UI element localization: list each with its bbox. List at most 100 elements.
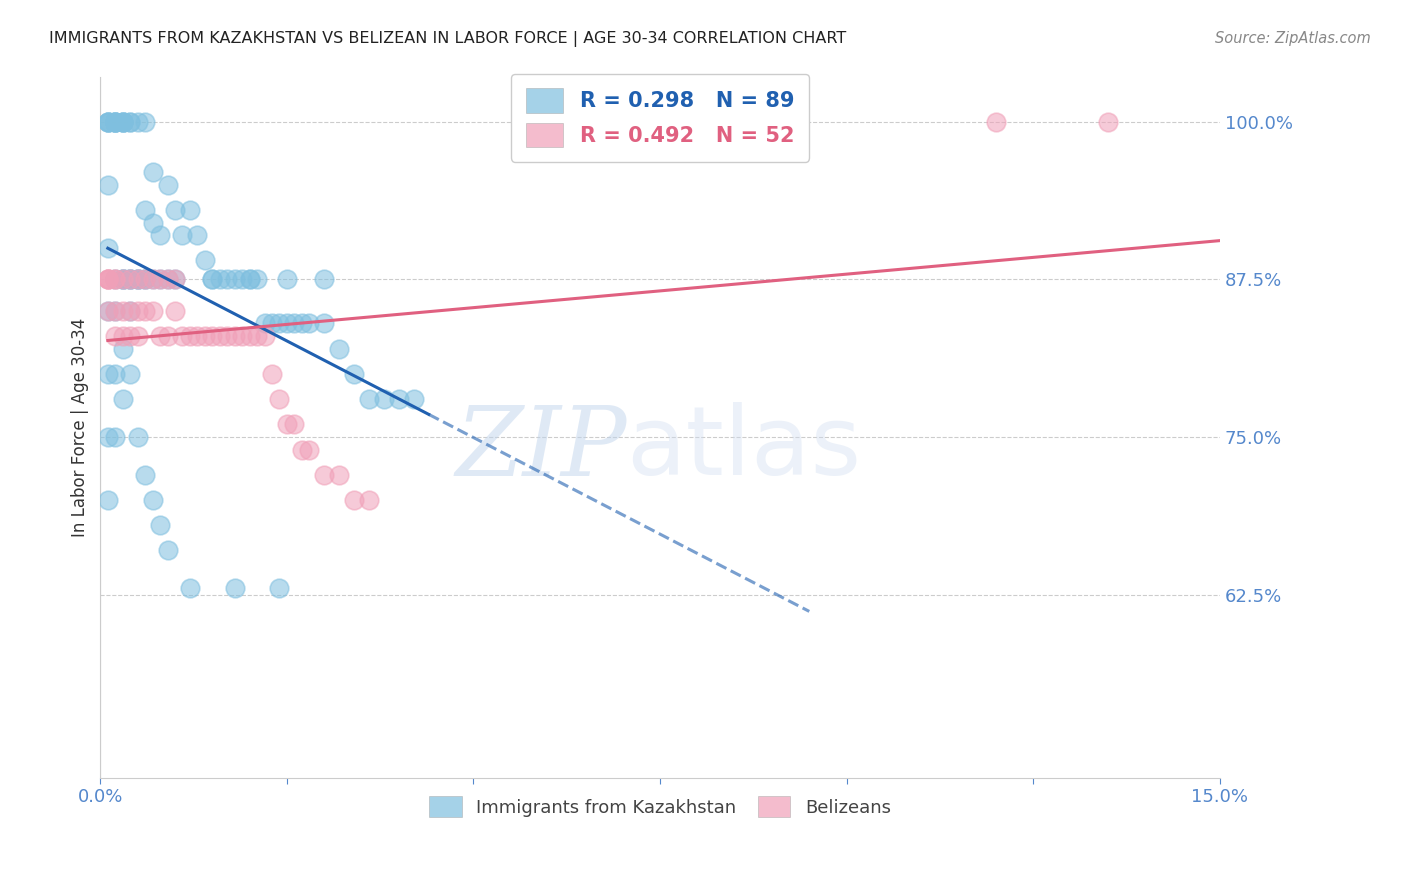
Point	[127, 272, 149, 286]
Text: Source: ZipAtlas.com: Source: ZipAtlas.com	[1215, 31, 1371, 46]
Point	[120, 303, 142, 318]
Point	[142, 493, 165, 508]
Point	[104, 367, 127, 381]
Point	[269, 582, 291, 596]
Point	[239, 272, 262, 286]
Point	[97, 178, 120, 192]
Point	[111, 114, 134, 128]
Point	[120, 114, 142, 128]
Point	[373, 392, 395, 406]
Point	[111, 114, 134, 128]
Point	[172, 228, 194, 243]
Point	[104, 272, 127, 286]
Point	[97, 272, 120, 286]
Point	[97, 114, 120, 128]
Point	[314, 272, 336, 286]
Point	[134, 272, 156, 286]
Point	[142, 165, 165, 179]
Point	[134, 202, 156, 217]
Point	[314, 317, 336, 331]
Point	[120, 272, 142, 286]
Point	[111, 272, 134, 286]
Point	[163, 303, 186, 318]
Point	[97, 114, 120, 128]
Point	[239, 329, 262, 343]
Point	[120, 272, 142, 286]
Point	[120, 272, 142, 286]
Point	[217, 329, 239, 343]
Point	[104, 114, 127, 128]
Point	[111, 114, 134, 128]
Point	[111, 114, 134, 128]
Point	[208, 272, 231, 286]
Point	[142, 272, 165, 286]
Point	[246, 272, 269, 286]
Point	[283, 317, 305, 331]
Point	[163, 272, 186, 286]
Point	[134, 303, 156, 318]
Point	[149, 518, 172, 533]
Point	[984, 114, 1007, 128]
Point	[120, 367, 142, 381]
Point	[120, 272, 142, 286]
Point	[246, 329, 269, 343]
Point	[208, 329, 231, 343]
Point	[97, 114, 120, 128]
Point	[104, 114, 127, 128]
Point	[134, 114, 156, 128]
Point	[104, 114, 127, 128]
Point	[111, 272, 134, 286]
Point	[127, 272, 149, 286]
Point	[120, 114, 142, 128]
Point	[201, 329, 224, 343]
Point	[291, 317, 314, 331]
Point	[283, 417, 305, 432]
Point	[127, 303, 149, 318]
Point	[120, 329, 142, 343]
Point	[156, 543, 179, 558]
Legend: Immigrants from Kazakhstan, Belizeans: Immigrants from Kazakhstan, Belizeans	[422, 789, 898, 824]
Point	[276, 317, 298, 331]
Point	[201, 272, 224, 286]
Point	[104, 329, 127, 343]
Point	[357, 392, 380, 406]
Point	[1097, 114, 1119, 128]
Point	[97, 114, 120, 128]
Point	[156, 178, 179, 192]
Point	[298, 317, 321, 331]
Point	[97, 272, 120, 286]
Point	[224, 272, 246, 286]
Point	[127, 114, 149, 128]
Point	[298, 442, 321, 457]
Point	[149, 272, 172, 286]
Point	[127, 430, 149, 444]
Point	[231, 272, 253, 286]
Point	[142, 272, 165, 286]
Point	[253, 329, 276, 343]
Point	[343, 493, 366, 508]
Point	[276, 417, 298, 432]
Point	[127, 329, 149, 343]
Point	[111, 272, 134, 286]
Point	[172, 329, 194, 343]
Point	[194, 329, 217, 343]
Point	[111, 303, 134, 318]
Point	[111, 392, 134, 406]
Point	[163, 202, 186, 217]
Point	[179, 582, 201, 596]
Point	[111, 272, 134, 286]
Point	[388, 392, 411, 406]
Point	[402, 392, 425, 406]
Point	[97, 303, 120, 318]
Point	[149, 228, 172, 243]
Point	[269, 317, 291, 331]
Point	[142, 303, 165, 318]
Point	[260, 367, 283, 381]
Point	[149, 329, 172, 343]
Point	[314, 467, 336, 482]
Point	[224, 329, 246, 343]
Point	[142, 215, 165, 229]
Point	[276, 272, 298, 286]
Point	[127, 272, 149, 286]
Point	[357, 493, 380, 508]
